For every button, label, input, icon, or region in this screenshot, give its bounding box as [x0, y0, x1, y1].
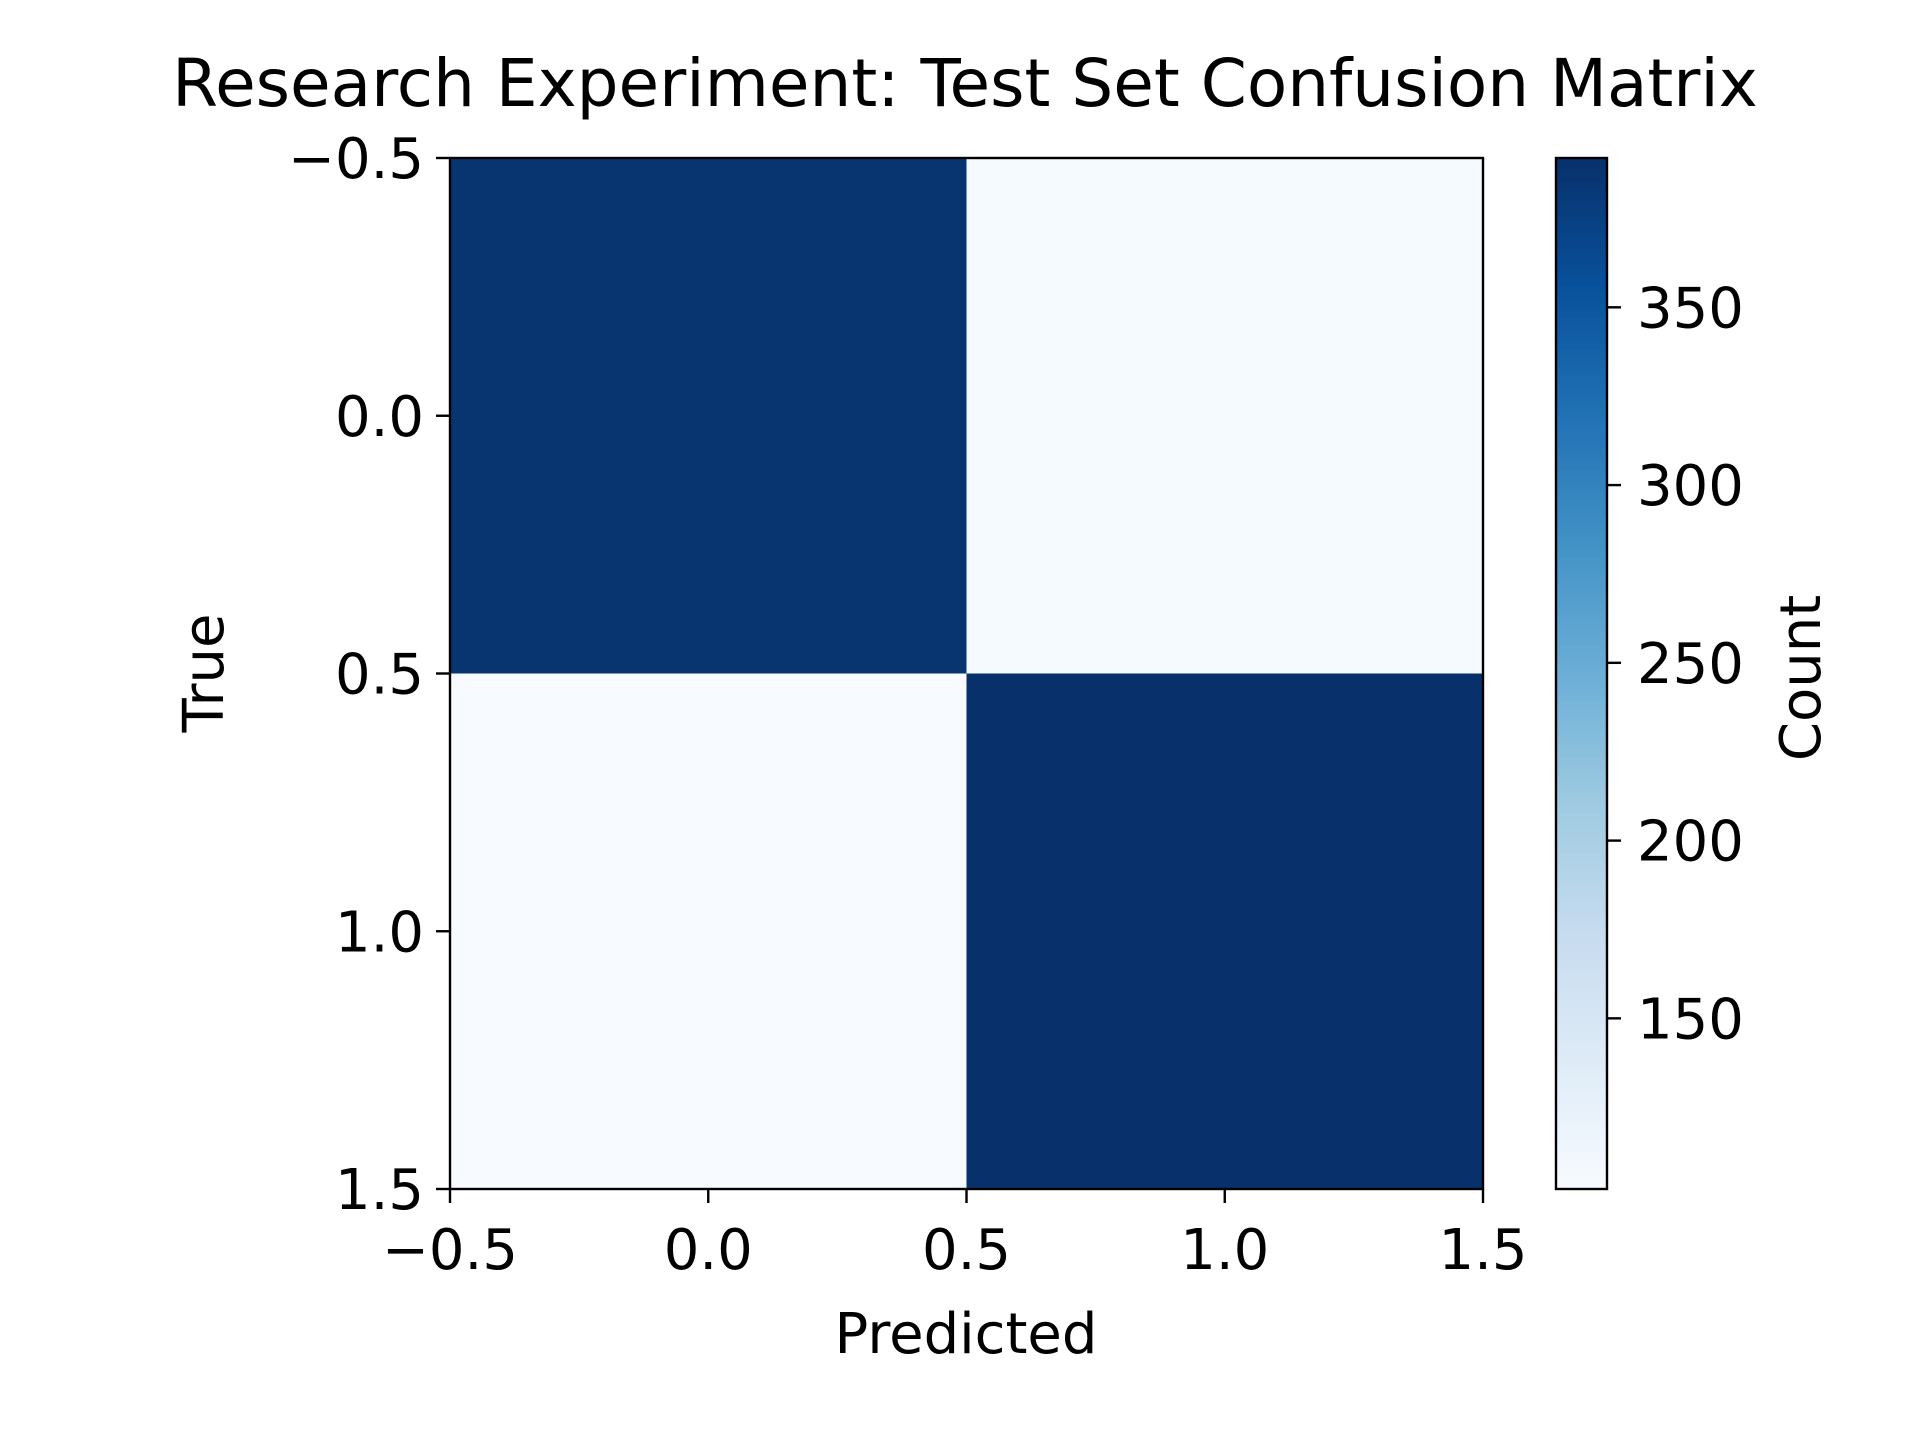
colorbar-label: Count	[1769, 595, 1834, 761]
heatmap-cell	[450, 673, 967, 1189]
y-tick-label: 0.0	[335, 385, 424, 450]
x-tick-label: 1.0	[1180, 1218, 1269, 1283]
colorbar-tick-label: 250	[1637, 632, 1744, 697]
colorbar-tick-label: 200	[1637, 810, 1744, 875]
heatmap-cell	[966, 673, 1483, 1189]
y-axis-label: True	[172, 614, 237, 734]
heatmap-cells	[450, 158, 1483, 1189]
colorbar-tick-label: 300	[1637, 454, 1744, 519]
chart-title: Research Experiment: Test Set Confusion …	[172, 45, 1758, 122]
x-axis-label: Predicted	[835, 1302, 1098, 1367]
x-tick-label: 1.5	[1438, 1218, 1527, 1283]
colorbar-tick-label: 350	[1637, 276, 1744, 341]
y-tick-label: −0.5	[288, 127, 424, 192]
x-tick-label: 0.0	[664, 1218, 753, 1283]
y-tick-label: 1.5	[335, 1158, 424, 1223]
x-axis-ticks: −0.5 0.0 0.5 1.0 1.5	[382, 1189, 1528, 1283]
heatmap-cell	[966, 158, 1483, 674]
x-tick-label: 0.5	[922, 1218, 1011, 1283]
x-tick-label: −0.5	[382, 1218, 518, 1283]
y-tick-label: 0.5	[335, 643, 424, 708]
heatmap-cell	[450, 158, 967, 674]
colorbar	[1554, 156, 1609, 1191]
y-tick-label: 1.0	[335, 900, 424, 965]
y-axis-ticks: −0.5 0.0 0.5 1.0 1.5	[288, 127, 450, 1223]
colorbar-ticks: 150 200 250 300 350	[1607, 276, 1744, 1052]
colorbar-tick-label: 150	[1637, 987, 1744, 1052]
